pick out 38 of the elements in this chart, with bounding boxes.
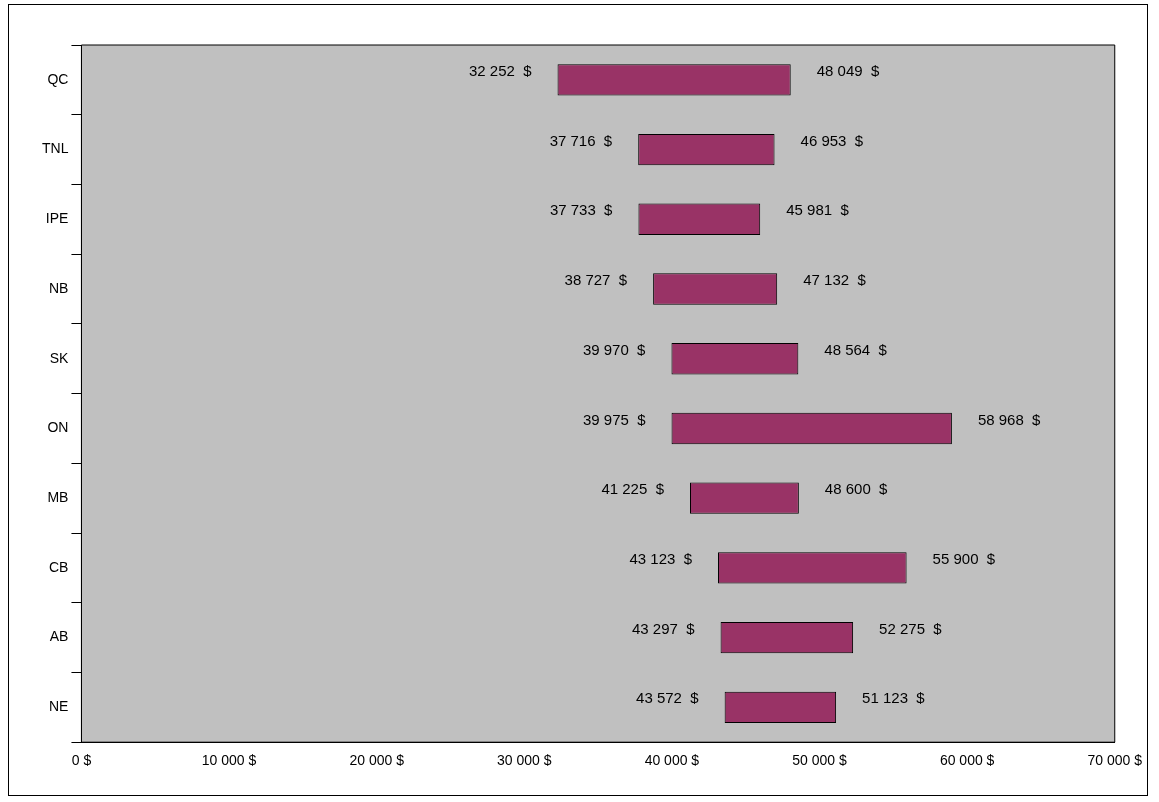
x-tick-label: 30 000 $	[497, 752, 552, 769]
y-tick-label: CB	[49, 558, 69, 575]
x-tick-label: 20 000 $	[349, 752, 405, 769]
annotation: 32 252 $	[468, 62, 533, 79]
annotation: 52 275 $	[879, 619, 943, 637]
x-tick-label: 40 000 $	[644, 752, 700, 769]
annotation: 38 727 $	[564, 271, 628, 289]
annotation: 43 297 $	[632, 619, 696, 637]
annotation: 55 900 $	[932, 550, 996, 568]
y-tick-label: QC	[47, 70, 69, 87]
x-tick-label: 70 000 $	[1087, 752, 1143, 769]
annotation: 45 981 $	[786, 201, 850, 219]
annotation: 43 123 $	[629, 550, 693, 568]
y-tick-label: TNL	[42, 140, 69, 157]
x-tick-label: 50 000 $	[792, 752, 847, 769]
annotation: 58 968 $	[977, 410, 1042, 428]
annotation: 51 123 $	[862, 689, 926, 707]
y-tick-label: MB	[47, 489, 69, 506]
annotation: 43 572 $	[636, 689, 700, 707]
x-tick-label: 60 000 $	[939, 752, 995, 769]
annotation: 48 049 $	[816, 62, 880, 79]
y-tick-label: NB	[49, 279, 69, 296]
annotation: 37 733 $	[549, 201, 614, 219]
annotation: 46 953 $	[800, 131, 864, 149]
x-tick-label: 0 $	[71, 752, 92, 769]
annotation: 41 225 $	[601, 480, 665, 498]
annotation: 39 975 $	[582, 410, 647, 428]
y-tick-label: SK	[49, 349, 70, 366]
annotation: 47 132 $	[803, 271, 867, 289]
y-tick-label: ON	[47, 419, 69, 436]
x-tick-label: 10 000 $	[201, 752, 257, 769]
annotation: 48 600 $	[824, 480, 889, 498]
annotation: 48 564 $	[824, 340, 888, 358]
y-tick-label: IPE	[45, 210, 69, 227]
annotation: 37 716 $	[549, 131, 613, 149]
annotation: 39 970 $	[582, 340, 647, 358]
y-tick-label: NE	[49, 698, 69, 715]
y-tick-label: AB	[49, 628, 69, 645]
